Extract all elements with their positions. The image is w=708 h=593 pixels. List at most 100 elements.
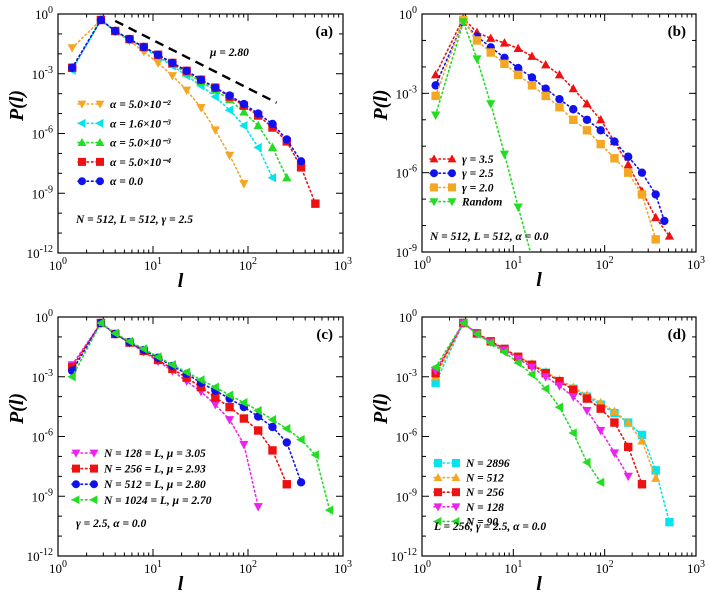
y-tick-label: 10-12	[27, 244, 53, 261]
x-tick-label: 101	[144, 559, 162, 576]
x-tick-label: 103	[687, 559, 705, 576]
panel-a: 100 101 102 103 100 10-3 10-6 10-9 10-12 P(l) l (a)…	[6, 5, 352, 292]
data-point	[582, 407, 592, 416]
data-point	[224, 151, 235, 161]
data-point	[499, 347, 509, 357]
data-point	[637, 436, 647, 445]
y-axis-label: P(l)	[370, 89, 392, 121]
data-point	[609, 406, 620, 416]
legend-marker	[434, 488, 442, 497]
legend-marker	[452, 488, 460, 497]
data-point	[225, 402, 234, 412]
legend-label: N = 512	[465, 473, 504, 485]
legend-marker	[433, 503, 443, 512]
legend-marker	[434, 459, 442, 467]
data-point	[224, 416, 235, 425]
data-point	[624, 442, 633, 452]
y-tick-label: 100	[35, 5, 53, 22]
data-point	[296, 163, 306, 172]
series-line	[71, 18, 302, 163]
data-point	[624, 152, 633, 161]
data-point	[555, 376, 564, 386]
data-point	[582, 99, 592, 108]
data-point	[239, 440, 249, 450]
x-tick-label: 102	[239, 256, 257, 273]
data-point	[296, 478, 306, 487]
legend-marker	[95, 118, 104, 128]
data-point	[239, 120, 248, 131]
data-area	[430, 318, 674, 527]
legend-label: N = 512 = L, μ = 2.80	[103, 479, 206, 491]
series-line	[434, 321, 630, 478]
data-point	[268, 446, 277, 455]
data-point	[267, 142, 278, 151]
data-point	[582, 457, 591, 468]
y-tick-label: 10-3	[32, 368, 53, 385]
data-point	[239, 398, 248, 408]
legend-marker	[96, 177, 104, 186]
y-tick-label: 10-12	[27, 547, 53, 564]
reference-slope-line	[114, 19, 278, 104]
y-axis-label: P(l)	[370, 393, 392, 425]
data-point	[267, 415, 277, 425]
data-point	[281, 423, 291, 434]
data-point	[637, 430, 647, 440]
data-point	[569, 105, 578, 114]
y-tick-label: 100	[399, 308, 417, 325]
data-point	[486, 100, 496, 109]
legend-label: N = 2896	[465, 458, 510, 470]
legend-marker	[71, 495, 80, 505]
data-point	[500, 59, 509, 69]
data-point	[527, 254, 536, 262]
data-point	[595, 477, 605, 487]
data-point	[651, 466, 660, 475]
y-axis-label: P(l)	[6, 393, 28, 425]
data-point	[527, 363, 537, 373]
data-point	[282, 172, 292, 182]
parameter-note: N = 512, L = 512, α = 0.0	[429, 231, 549, 243]
legend-marker	[433, 473, 443, 481]
y-tick-label: 10-9	[396, 243, 417, 260]
data-point	[239, 107, 249, 116]
data-point	[96, 318, 105, 328]
data-point	[513, 63, 523, 73]
data-point	[182, 66, 191, 76]
legend-label: α = 0.0	[110, 176, 143, 188]
data-point	[582, 126, 592, 135]
legend-marker	[89, 449, 99, 458]
x-tick-label: 100	[413, 255, 431, 272]
data-point	[637, 480, 647, 489]
legend-marker	[452, 459, 460, 467]
data-point	[568, 428, 577, 438]
data-point	[253, 426, 263, 435]
x-tick-label: 101	[144, 256, 162, 273]
data-point	[651, 212, 661, 222]
x-axis-label: l	[178, 270, 184, 292]
data-point	[196, 75, 206, 84]
y-axis-label: P(l)	[6, 90, 28, 122]
parameter-note: L = 256, γ = 2.5, α = 0.0	[433, 521, 546, 533]
data-point	[651, 190, 660, 199]
data-point	[582, 394, 592, 403]
x-tick-label: 101	[504, 559, 522, 576]
data-point	[239, 414, 249, 423]
data-point	[210, 126, 220, 135]
x-tick-label: 101	[504, 255, 522, 272]
panel-title: (a)	[316, 24, 334, 40]
data-point	[554, 70, 565, 79]
data-point	[569, 115, 578, 124]
data-point	[110, 26, 120, 36]
x-tick-label: 103	[687, 255, 705, 272]
data-point	[431, 70, 441, 79]
legend-marker	[77, 100, 87, 109]
legend-marker	[71, 449, 81, 458]
data-point	[665, 517, 674, 527]
data-point	[282, 438, 291, 447]
data-point	[239, 99, 249, 109]
panel-title: (d)	[668, 327, 686, 343]
data-point	[624, 168, 633, 177]
data-point	[513, 355, 523, 364]
data-point	[664, 231, 675, 240]
data-point	[167, 72, 178, 81]
data-area	[431, 14, 675, 262]
